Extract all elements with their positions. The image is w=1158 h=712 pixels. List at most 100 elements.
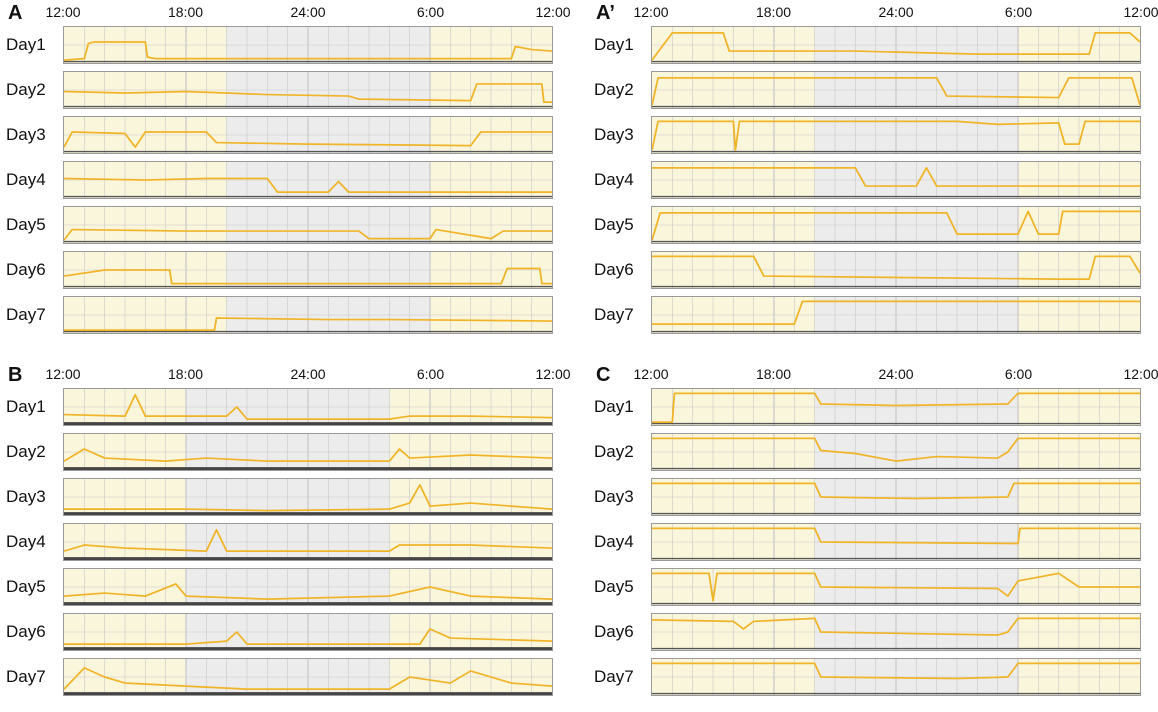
strip-plot [64,659,552,695]
strip-plot [64,614,552,650]
strip-plot [652,569,1140,605]
strip-plot [652,659,1140,695]
day-label: Day2 [594,442,634,461]
activity-trace-day4 [652,167,1140,187]
day-label: Day3 [594,487,634,506]
actogram-strip [651,433,1141,471]
day-label: Day1 [6,35,46,54]
strip-plot [652,434,1140,470]
activity-trace-day1 [64,394,552,420]
strip-plot [64,72,552,108]
day-label: Day6 [6,260,46,279]
day-label: Day5 [6,215,46,234]
day-label: Day4 [6,170,46,189]
time-label: 12:00 [45,366,81,382]
strip-plot [64,389,552,425]
time-label: 12:00 [633,4,669,20]
day-label: Day4 [594,170,634,189]
actogram-strip [63,388,553,426]
panel-a-prime-letter: A’ [596,2,615,24]
strip-plot [64,207,552,243]
actogram-strip [63,568,553,606]
time-label: 24:00 [878,366,914,382]
day-label: Day3 [594,125,634,144]
actogram-strip [63,613,553,651]
actogram-strip [63,26,553,64]
panel-c-letter: C [596,364,611,386]
day-label: Day2 [6,442,46,461]
strip-plot [64,162,552,198]
actogram-strip [651,206,1141,244]
day-label: Day1 [594,397,634,416]
activity-trace-day3 [652,482,1140,500]
time-label: 6:00 [416,366,445,382]
panel-a: A 12:00 18:00 24:00 6:00 12:00 Day1 Day2 Day3 Day… [0,0,571,350]
activity-trace-day2 [64,83,552,103]
strip-plot [652,389,1140,425]
actogram-strip [63,251,553,289]
strip-plot [652,27,1140,63]
strip-plot [652,252,1140,288]
time-label: 12:00 [45,4,81,20]
activity-trace-day5 [652,210,1140,241]
day-label: Day7 [594,305,634,324]
day-label: Day6 [594,622,634,641]
activity-trace-day5 [64,228,552,241]
activity-trace-day3 [652,120,1140,152]
day-label: Day7 [6,305,46,324]
strip-plot [652,207,1140,243]
activity-trace-day2 [652,77,1140,106]
time-label: 12:00 [1123,4,1158,20]
strip-plot [652,479,1140,515]
strip-plot [64,252,552,288]
strip-plot [652,162,1140,198]
actogram-strip [651,26,1141,64]
activity-trace-day2 [652,437,1140,462]
day-label: Day6 [6,622,46,641]
panel-b-letter: B [8,364,23,386]
activity-trace-day1 [64,41,552,62]
day-label: Day3 [6,487,46,506]
actogram-strip [63,478,553,516]
time-label: 18:00 [755,4,792,20]
day-label: Day4 [594,532,634,551]
activity-trace-day5 [652,572,1140,602]
day-label: Day1 [6,397,46,416]
time-label: 12:00 [1123,366,1158,382]
actogram-strip [63,523,553,561]
day-label: Day2 [6,80,46,99]
activity-trace-day3 [64,131,552,148]
activity-trace-day6 [64,267,552,285]
day-label: Day7 [594,667,634,686]
day-label: Day3 [6,125,46,144]
activity-trace-day4 [652,527,1140,545]
actogram-strip [651,658,1141,696]
panel-a-prime: A’ 12:00 18:00 24:00 6:00 12:00 Day1 Day2 Day3 Da… [588,0,1158,350]
strip-plot [64,479,552,515]
day-label: Day4 [6,532,46,551]
time-label: 24:00 [290,4,326,20]
day-label: Day7 [6,667,46,686]
time-label: 6:00 [1004,366,1033,382]
time-label: 12:00 [535,4,571,20]
time-label: 24:00 [878,4,914,20]
panel-c: C 12:00 18:00 24:00 6:00 12:00 Day1 Day2 Day3 Day… [588,362,1158,712]
actogram-strip [651,523,1141,561]
strip-plot [64,434,552,470]
strip-plot [64,569,552,605]
time-label: 12:00 [535,366,571,382]
activity-trace-day4 [64,177,552,193]
time-label: 18:00 [167,366,204,382]
day-label: Day5 [594,215,634,234]
activity-trace-day1 [652,32,1140,61]
day-label: Day5 [6,577,46,596]
day-label: Day1 [594,35,634,54]
activity-trace-day1 [652,392,1140,424]
strip-plot [652,117,1140,153]
actogram-strip [63,116,553,154]
panel-b: B 12:00 18:00 24:00 6:00 12:00 Day1 Day2 Day3 Day… [0,362,571,712]
actogram-strip [651,251,1141,289]
strip-plot [652,297,1140,333]
activity-trace-day6 [652,617,1140,636]
activity-trace-day7 [64,317,552,332]
